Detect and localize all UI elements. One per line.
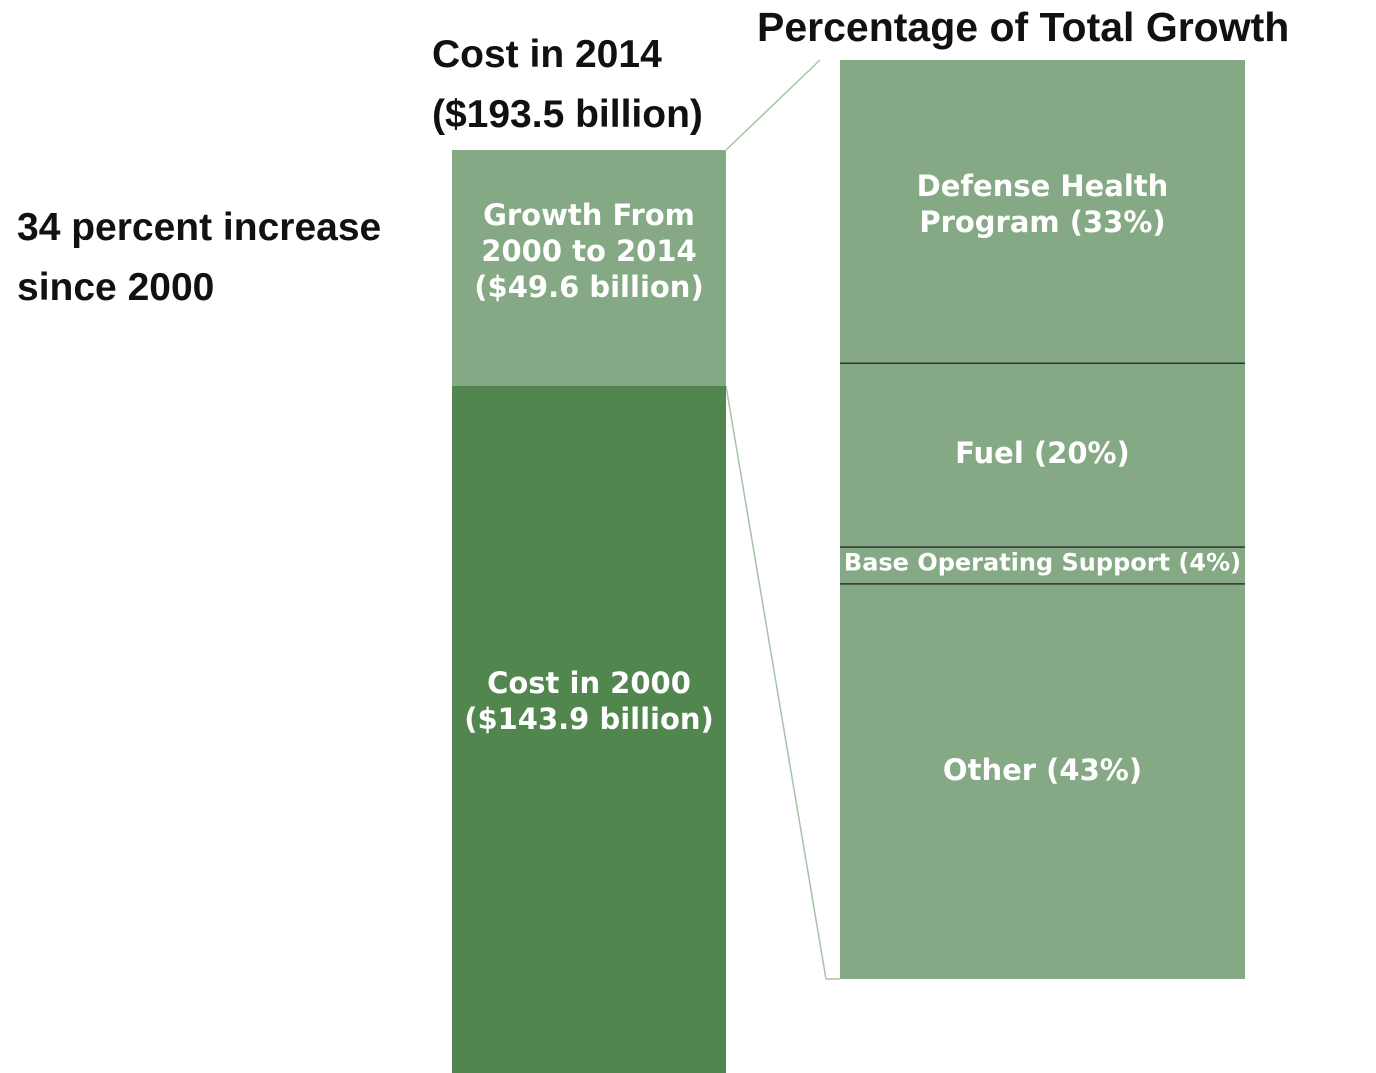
connector-lines xyxy=(725,59,840,980)
segment-label-growth-from-2000-to-2014-line: ($49.6 billion) xyxy=(474,270,703,304)
increase-annotation-line2: since 2000 xyxy=(17,266,215,309)
segment-label-fuel-line: Fuel (20%) xyxy=(955,436,1130,470)
right-stacked-bar: Defense Health Program (33%) Fuel (20%) Bas… xyxy=(840,60,1245,979)
segment-label-base-operating-support-line: Base Operating Support (4%) xyxy=(844,548,1241,576)
segment-label-growth-from-2000-to-2014-line: Growth From xyxy=(483,198,695,232)
bar-segment-defense-health-program xyxy=(840,60,1245,364)
bar-segment-other xyxy=(840,583,1245,979)
increase-annotation: 34 percent increase since 2000 xyxy=(17,198,381,318)
segment-label-base-operating-support: Base Operating Support (4%) xyxy=(844,548,1241,576)
connector-bottom xyxy=(725,385,827,980)
segment-label-defense-health-program-line: Program (33%) xyxy=(919,205,1165,239)
segment-label-growth-from-2000-to-2014-line: 2000 to 2014 xyxy=(481,234,696,268)
segment-label-growth-from-2000-to-2014: Growth From 2000 to 2014 ($49.6 billion) xyxy=(474,198,703,304)
bar-segment-cost-in-2000 xyxy=(452,386,726,1073)
cost-2014-header-line1: Cost in 2014 xyxy=(432,33,662,76)
cost-2014-header-line2: ($193.5 billion) xyxy=(432,93,703,136)
cost-2014-header: Cost in 2014 ($193.5 billion) xyxy=(432,30,703,140)
left-stacked-bar: Growth From 2000 to 2014 ($49.6 billion) Co… xyxy=(452,150,726,1073)
segment-label-other-line: Other (43%) xyxy=(943,753,1142,787)
segment-label-cost-in-2000-line: Cost in 2000 xyxy=(487,666,691,700)
increase-annotation-line1: 34 percent increase xyxy=(17,206,382,249)
chart-title: Percentage of Total Growth xyxy=(757,4,1290,50)
segment-label-defense-health-program: Defense Health Program (33%) xyxy=(917,169,1169,239)
segment-label-cost-in-2000-line: ($143.9 billion) xyxy=(464,702,714,736)
segment-label-defense-health-program-line: Defense Health xyxy=(917,169,1169,203)
segment-label-cost-in-2000: Cost in 2000 ($143.9 billion) xyxy=(464,666,714,736)
bar-segment-base-operating-support xyxy=(840,547,1245,584)
segment-label-fuel: Fuel (20%) xyxy=(955,436,1130,470)
bar-segment-growth-from-2000-to-2014 xyxy=(452,150,726,386)
bar-segment-fuel xyxy=(840,363,1245,548)
connector-top xyxy=(725,59,821,151)
segment-label-other: Other (43%) xyxy=(943,753,1142,787)
